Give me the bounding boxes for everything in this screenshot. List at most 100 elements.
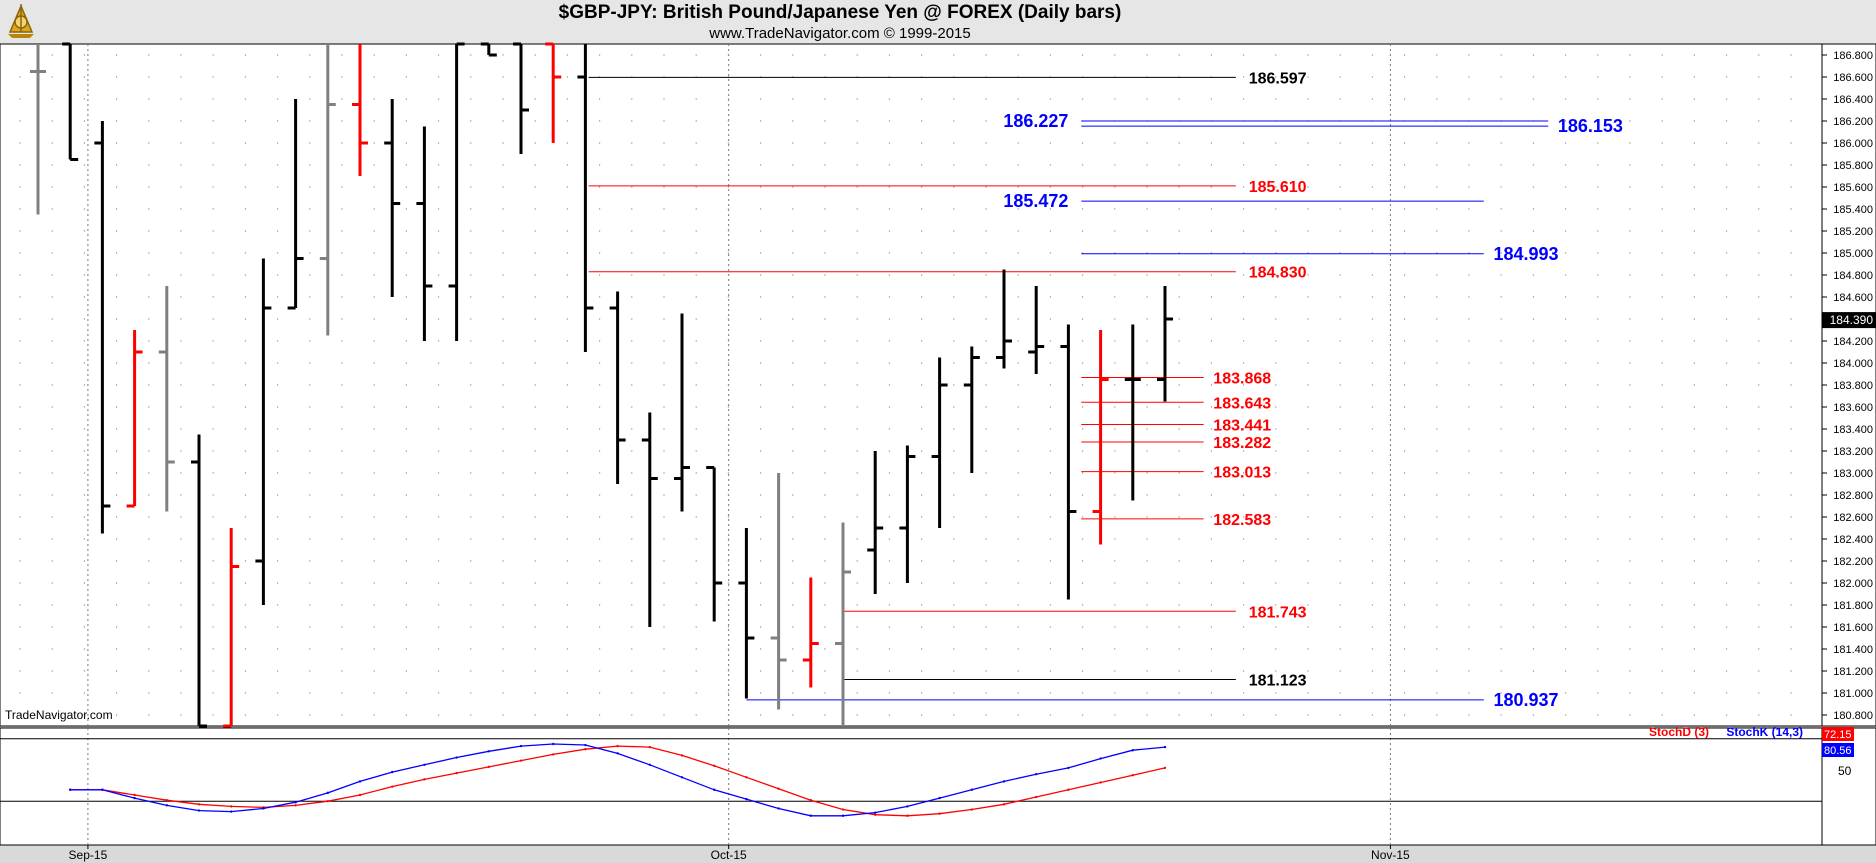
grid-dot [1339,538,1341,540]
grid-dot [341,186,343,188]
grid-dot [1242,318,1245,320]
grid-dot [759,692,762,694]
grid-dot [276,318,279,320]
grid-dot [1693,318,1696,320]
grid-dot [695,340,697,342]
grid-dot [1758,604,1760,606]
grid-dot [502,318,504,320]
grid-dot [1210,208,1213,210]
grid-dot [1403,318,1406,320]
grid-dot [470,472,472,474]
grid-dot [534,692,536,694]
grid-dot [1403,54,1406,56]
grid-dot [148,76,150,78]
grid-dot [148,98,150,100]
stochastic-point [230,805,233,808]
grid-dot [502,714,504,716]
grid-dot [1017,714,1019,716]
grid-dot [115,142,118,144]
grid-dot [824,318,826,320]
grid-dot [792,626,794,628]
grid-dot [888,252,891,254]
grid-dot [405,626,408,628]
grid-dot [244,384,247,386]
grid-dot [566,340,569,342]
grid-dot [1790,76,1792,78]
grid-dot [1758,714,1760,716]
grid-dot [1532,648,1535,650]
grid-dot [534,648,536,650]
grid-dot [83,164,86,166]
grid-dot [1758,142,1760,144]
ohlc-bar [126,330,143,508]
grid-dot [1371,626,1374,628]
grid-dot [985,230,987,232]
grid-dot [1500,98,1502,100]
grid-dot [727,362,730,364]
grid-dot [1790,428,1792,430]
grid-dot [1436,384,1438,386]
grid-dot [1114,340,1116,342]
grid-dot [1629,516,1631,518]
grid-dot [1725,648,1728,650]
grid-dot [534,384,536,386]
grid-dot [856,98,858,100]
grid-dot [212,538,214,540]
grid-dot [470,692,472,694]
grid-dot [180,142,182,144]
grid-dot [953,296,955,298]
grid-dot [1725,208,1728,210]
grid-dot [1629,450,1631,452]
grid-dot [631,142,633,144]
y-tick-label: 183.600 [1833,402,1873,414]
grid-dot [1790,560,1792,562]
grid-dot [309,384,311,386]
grid-dot [663,714,665,716]
grid-dot [341,120,343,122]
grid-dot [1661,604,1663,606]
grid-dot [148,164,150,166]
grid-dot [341,450,343,452]
grid-dot [1629,208,1631,210]
grid-dot [1725,318,1728,320]
grid-dot [1468,406,1470,408]
grid-dot [1178,296,1180,298]
grid-dot [212,252,214,254]
grid-dot [244,516,247,518]
grid-dot [115,406,118,408]
grid-dot [1242,98,1245,100]
grid-dot [1275,604,1277,606]
grid-dot [309,692,311,694]
grid-dot [405,208,408,210]
grid-dot [1081,208,1084,210]
grid-dot [309,582,311,584]
grid-dot [1725,186,1728,188]
grid-dot [1178,626,1180,628]
grid-dot [566,626,569,628]
grid-dot [1500,582,1502,584]
grid-dot [1307,604,1309,606]
grid-dot [115,670,118,672]
stochastic-point [970,808,973,811]
grid-dot [759,362,762,364]
grid-dot [534,604,536,606]
grid-dot [695,560,697,562]
grid-dot [1275,362,1277,364]
grid-dot [341,428,343,430]
stochastic-point [1099,757,1102,760]
grid-dot [792,164,794,166]
grid-dot [920,186,923,188]
grid-dot [727,670,730,672]
grid-dot [1758,98,1760,100]
grid-dot [148,340,150,342]
grid-dot [1178,230,1180,232]
stochastic-point [133,793,136,797]
grid-dot [309,450,311,452]
grid-dot [1436,98,1438,100]
grid-dot [631,428,633,430]
grid-dot [1114,450,1116,452]
grid-dot [1532,626,1535,628]
grid-dot [309,648,311,650]
grid-dot [212,142,214,144]
grid-dot [1758,494,1760,496]
